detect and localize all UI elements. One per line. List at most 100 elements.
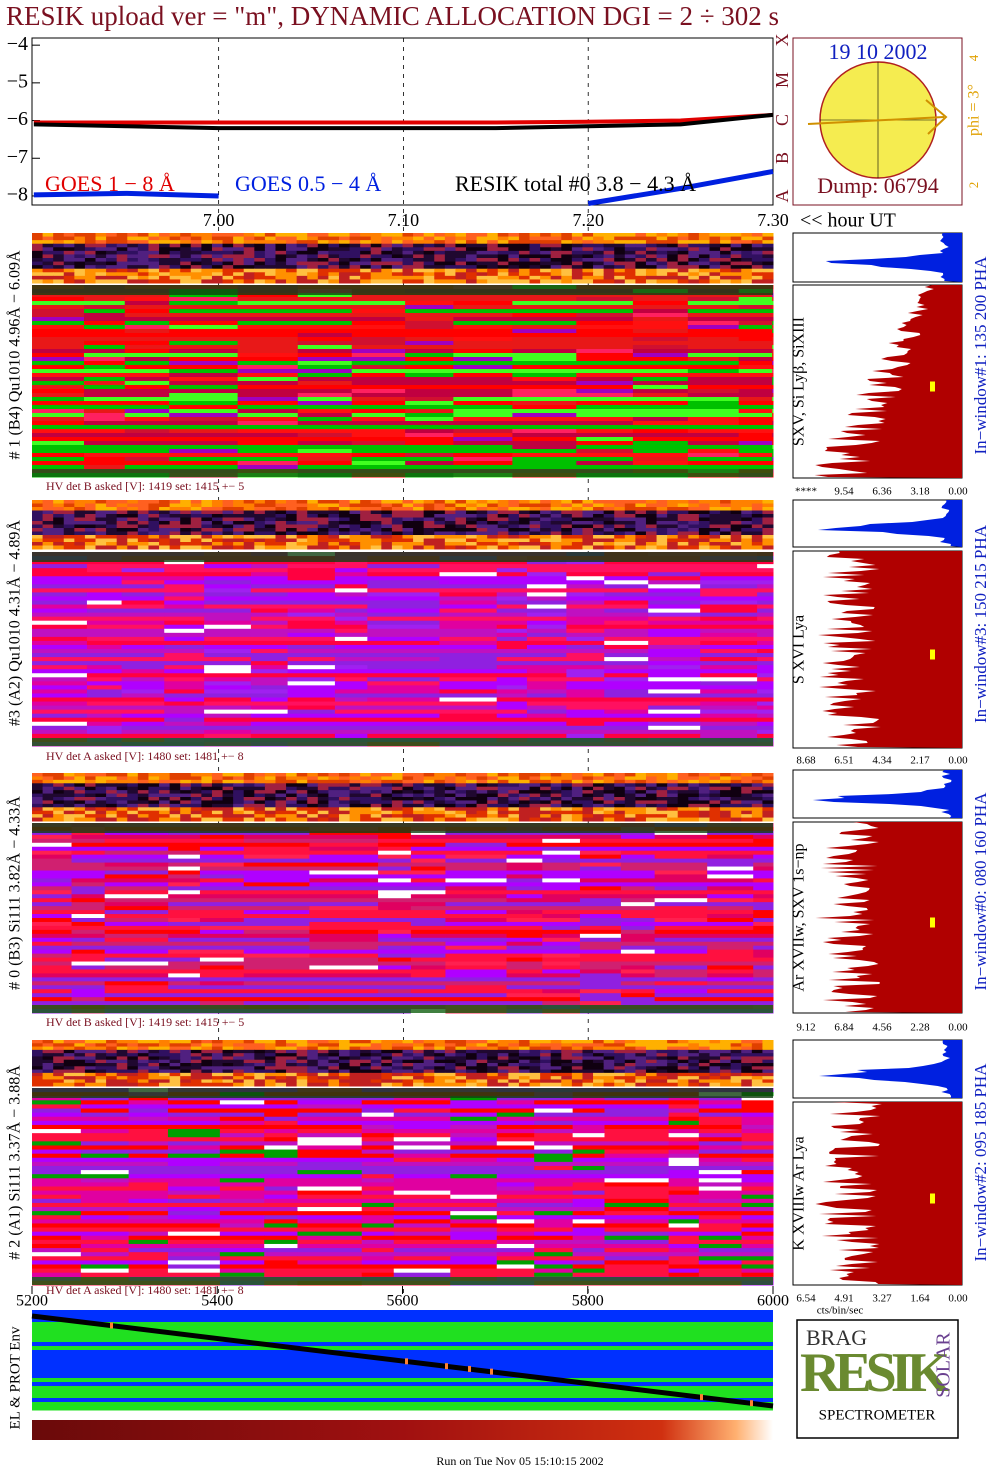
strip-cell xyxy=(561,803,573,808)
spectrum-cell xyxy=(83,337,126,342)
spectrum-cell xyxy=(121,564,165,569)
strip-cell xyxy=(518,797,531,801)
strip-cell xyxy=(444,514,456,518)
strip-cell xyxy=(540,514,552,518)
spectrum-cell xyxy=(297,321,353,326)
strip-cell xyxy=(720,531,732,536)
spectrum-cell xyxy=(32,834,73,840)
strip-cell xyxy=(635,236,647,241)
strip-cell xyxy=(582,783,594,788)
spectrum-cell xyxy=(506,838,543,844)
strip-cell xyxy=(264,279,276,284)
spectrum-cell xyxy=(405,421,454,426)
strip-cell xyxy=(582,524,594,529)
strip-cell xyxy=(381,233,393,238)
strip-cell xyxy=(571,528,583,532)
strip-cell xyxy=(328,535,340,539)
strip-cell xyxy=(762,810,774,815)
strip-cell xyxy=(698,258,710,263)
strip-cell xyxy=(624,776,636,781)
strip-cell xyxy=(677,531,689,536)
spectrum-cell xyxy=(405,401,454,406)
strip-cell xyxy=(688,275,700,280)
strip-cell xyxy=(698,500,710,504)
strip-cell xyxy=(328,236,340,241)
strip-cell xyxy=(275,790,287,795)
strip-cell xyxy=(529,514,541,518)
strip-cell xyxy=(571,265,583,270)
spectrum-cell xyxy=(738,433,773,438)
spectrum-cell xyxy=(204,721,252,727)
strip-cell xyxy=(413,275,425,280)
strip-cell xyxy=(137,233,149,238)
strip-cell xyxy=(391,521,403,525)
strip-cell xyxy=(593,817,605,822)
spectrum-cell xyxy=(405,305,454,310)
spectrum-cell xyxy=(687,389,740,394)
spectrum-cell xyxy=(405,413,454,418)
strip-cell xyxy=(307,793,319,798)
strip-cell xyxy=(74,814,86,819)
strip-cell xyxy=(338,793,351,798)
spectrum-cell xyxy=(604,657,649,662)
strip-cell xyxy=(63,790,75,795)
spectrum-cell xyxy=(405,397,454,402)
strip-cell xyxy=(74,779,86,784)
strip-cell xyxy=(402,272,414,277)
strip-cell xyxy=(233,510,245,515)
strip-cell xyxy=(148,542,160,546)
strip-cell xyxy=(614,233,626,238)
spectrum-cell xyxy=(512,313,577,318)
strip-cell xyxy=(709,521,721,525)
strip-cell xyxy=(709,247,721,252)
spectrum-cell xyxy=(204,640,252,646)
spectrum-cell xyxy=(707,874,754,879)
strip-cell xyxy=(688,243,700,248)
spectrum-cell xyxy=(168,834,201,840)
strip-cell xyxy=(32,279,44,284)
strip-cell xyxy=(222,524,234,529)
strip-cell xyxy=(571,268,583,273)
spectrum-cell xyxy=(169,357,239,362)
strip-cell xyxy=(497,524,509,529)
strip-cell xyxy=(508,524,520,529)
strip-cell xyxy=(264,814,276,819)
strip-cell xyxy=(762,275,774,280)
strip-cell xyxy=(402,545,414,550)
strip-cell xyxy=(32,790,44,795)
spectrum-cell xyxy=(512,453,577,458)
strip-cell xyxy=(296,538,308,543)
spectrum-cell xyxy=(687,337,740,342)
strip-cell xyxy=(159,258,171,263)
strip-cell xyxy=(529,258,541,263)
spectrum-cell xyxy=(121,600,165,606)
strip-cell xyxy=(518,240,531,245)
strip-cell xyxy=(413,272,425,277)
strip-cell xyxy=(720,773,732,777)
strip-cell xyxy=(32,776,44,781)
spectrum-cell xyxy=(620,882,656,887)
strip-cell xyxy=(391,500,403,504)
strip-cell xyxy=(74,773,86,777)
strip-cell xyxy=(106,265,118,270)
spectrum-cell xyxy=(351,325,406,330)
strip-cell xyxy=(540,247,552,252)
strip-cell xyxy=(550,793,562,798)
strip-cell xyxy=(571,773,583,777)
strip-cell xyxy=(106,783,118,788)
strip-cell xyxy=(106,793,118,798)
spectrum-cell xyxy=(334,697,368,703)
strip-cell xyxy=(254,500,266,504)
strip-cell xyxy=(391,275,403,280)
strip-cell xyxy=(423,514,435,518)
spectrum-cell xyxy=(121,616,165,622)
strip-cell xyxy=(190,786,202,791)
strip-cell xyxy=(328,500,340,504)
strip-cell xyxy=(624,279,636,284)
strip-cell xyxy=(42,510,54,515)
strip-cell xyxy=(529,275,541,280)
spectrum-cell xyxy=(405,309,454,314)
strip-cell xyxy=(53,279,65,284)
strip-cell xyxy=(190,268,202,273)
spectrum-cell xyxy=(104,902,169,907)
